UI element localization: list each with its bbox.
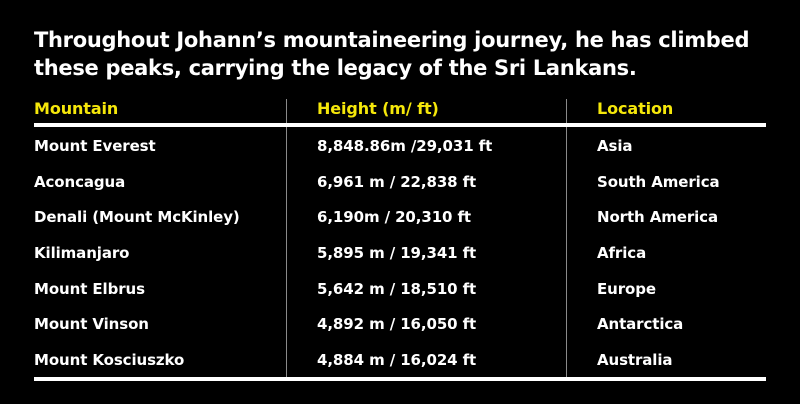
column-header-location: Location: [566, 99, 766, 123]
mountains-table: Mountain Height (m/ ft) Location Mount E…: [34, 95, 766, 381]
height-cell: 5,642 m / 18,510 ft: [286, 269, 566, 306]
location-cell: Australia: [566, 341, 766, 377]
location-cell: Africa: [566, 234, 766, 270]
location-cell: Antarctica: [566, 305, 766, 342]
table-row: Mount Elbrus 5,642 m / 18,510 ft Europe: [34, 269, 766, 306]
location-cell: Europe: [566, 269, 766, 306]
location-cell: North America: [566, 198, 766, 235]
page-heading: Throughout Johann’s mountaineering journ…: [34, 28, 750, 80]
height-cell: 4,892 m / 16,050 ft: [286, 305, 566, 342]
table-header-row: Mountain Height (m/ ft) Location: [34, 95, 766, 123]
height-cell: 4,884 m / 16,024 ft: [286, 341, 566, 377]
height-cell: 5,895 m / 19,341 ft: [286, 234, 566, 270]
table-body: Mount Everest 8,848.86m /29,031 ft Asia …: [34, 127, 766, 377]
mountain-cell: Mount Elbrus: [34, 279, 145, 298]
mountain-cell: Mount Everest: [34, 136, 156, 155]
location-cell: South America: [566, 162, 766, 199]
height-cell: 8,848.86m /29,031 ft: [286, 127, 566, 163]
header-divider: [34, 123, 766, 127]
column-header-height: Height (m/ ft): [286, 99, 566, 123]
table-row: Mount Kosciuszko 4,884 m / 16,024 ft Aus…: [34, 341, 766, 377]
mountain-cell: Kilimanjaro: [34, 243, 130, 262]
table-row: Mount Everest 8,848.86m /29,031 ft Asia: [34, 127, 766, 163]
location-cell: Asia: [566, 127, 766, 163]
mountain-cell: Aconcagua: [34, 172, 126, 191]
table-bottom-rule: [34, 376, 766, 381]
height-cell: 6,190m / 20,310 ft: [286, 198, 566, 235]
mountain-cell: Mount Vinson: [34, 315, 149, 334]
table-row: Aconcagua 6,961 m / 22,838 ft South Amer…: [34, 162, 766, 199]
column-header-mountain: Mountain: [34, 99, 119, 118]
table-row: Mount Vinson 4,892 m / 16,050 ft Antarct…: [34, 305, 766, 342]
table-row: Kilimanjaro 5,895 m / 19,341 ft Africa: [34, 234, 766, 270]
mountain-cell: Mount Kosciuszko: [34, 350, 185, 369]
mountain-cell: Denali (Mount McKinley): [34, 208, 240, 227]
table-row: Denali (Mount McKinley) 6,190m / 20,310 …: [34, 198, 766, 235]
height-cell: 6,961 m / 22,838 ft: [286, 162, 566, 199]
